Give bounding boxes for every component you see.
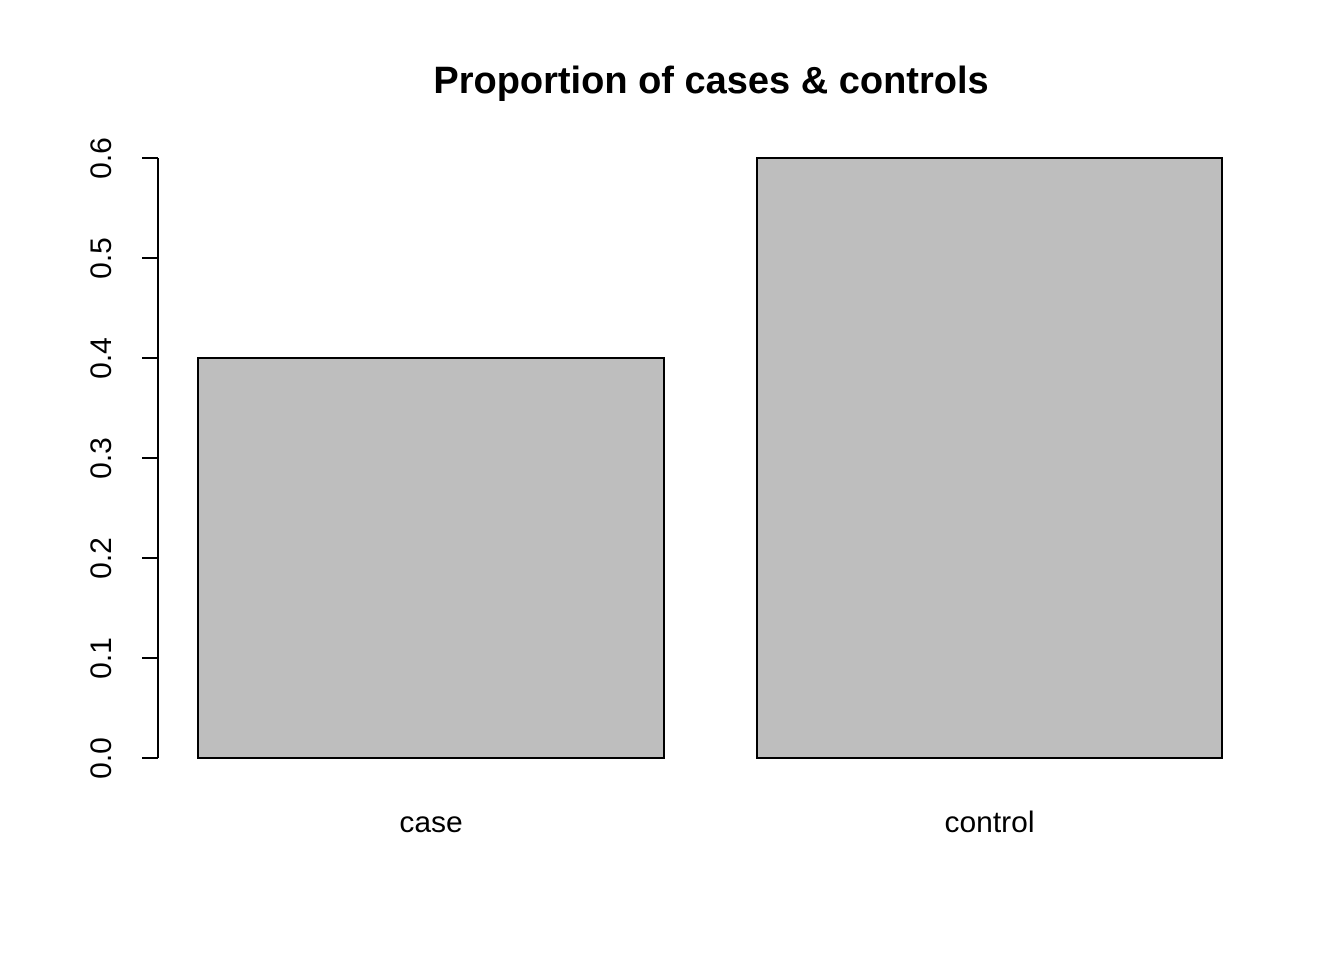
- x-axis-labels: case control: [399, 806, 1034, 839]
- x-category-label: case: [399, 806, 462, 839]
- y-tick-label: 0.0: [85, 737, 118, 779]
- bar-case: [197, 357, 665, 759]
- y-tick-label: 0.3: [85, 437, 118, 479]
- y-tick-label: 0.5: [85, 237, 118, 279]
- chart-title: Proportion of cases & controls: [433, 60, 988, 102]
- bar-control: [756, 157, 1223, 759]
- y-tick-label: 0.6: [85, 137, 118, 179]
- y-tick-label: 0.2: [85, 537, 118, 579]
- bars-group: [197, 157, 1223, 759]
- y-axis: 0.0 0.1 0.2 0.3 0.4 0.5 0.6: [85, 137, 159, 779]
- x-category-label: control: [944, 806, 1034, 839]
- y-tick-label: 0.4: [85, 337, 118, 379]
- y-tick-label: 0.1: [85, 637, 118, 679]
